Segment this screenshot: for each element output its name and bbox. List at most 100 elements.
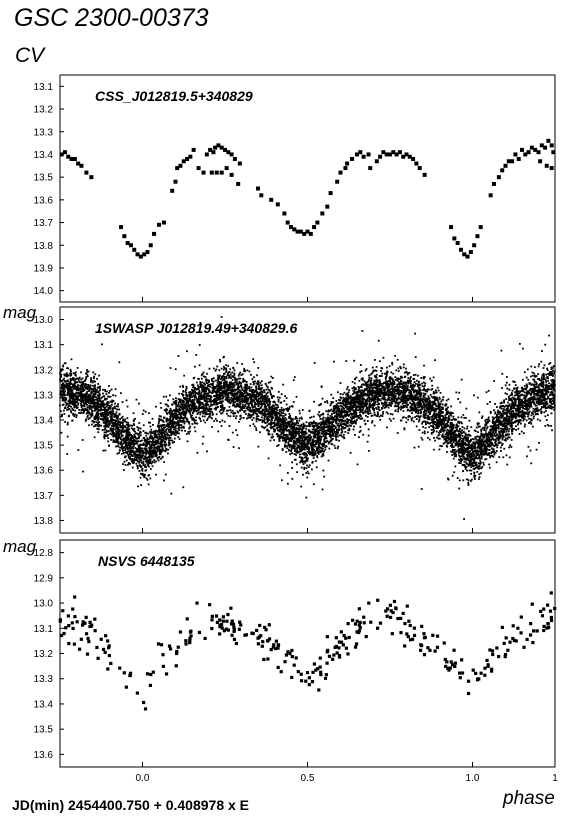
data-point xyxy=(332,397,335,400)
data-point xyxy=(233,376,236,379)
data-point xyxy=(259,193,264,198)
data-point xyxy=(94,384,96,387)
data-point xyxy=(367,449,370,452)
data-point xyxy=(324,435,327,438)
data-point xyxy=(82,394,85,396)
data-point xyxy=(61,390,64,392)
data-point xyxy=(312,442,315,445)
data-point xyxy=(280,419,283,422)
data-point xyxy=(347,429,350,432)
data-point xyxy=(98,393,101,396)
data-point xyxy=(349,416,352,419)
data-point xyxy=(257,383,259,386)
data-point xyxy=(375,373,378,376)
data-point xyxy=(266,424,269,427)
data-point xyxy=(405,395,408,397)
data-point xyxy=(178,438,181,440)
data-point xyxy=(502,418,505,420)
data-point xyxy=(298,432,300,435)
data-point xyxy=(268,406,271,409)
data-point xyxy=(82,412,85,414)
data-point xyxy=(223,389,226,392)
data-point xyxy=(183,410,185,413)
data-point xyxy=(112,430,114,433)
data-point xyxy=(449,442,452,444)
data-point xyxy=(301,409,304,411)
data-point xyxy=(169,416,172,419)
data-point xyxy=(363,383,366,386)
data-point xyxy=(93,375,96,378)
data-point xyxy=(292,227,297,232)
data-point xyxy=(214,418,217,420)
data-point xyxy=(370,385,372,388)
data-point xyxy=(96,427,99,430)
data-point xyxy=(315,220,320,225)
data-point xyxy=(71,391,74,394)
data-point xyxy=(338,170,343,175)
data-point xyxy=(151,465,154,468)
data-point xyxy=(480,430,483,433)
data-point xyxy=(237,397,240,399)
data-point xyxy=(484,458,487,461)
data-point xyxy=(219,360,222,363)
data-point xyxy=(323,427,325,430)
data-point xyxy=(535,409,538,411)
data-point xyxy=(310,448,313,451)
data-point xyxy=(221,379,224,382)
data-point xyxy=(198,391,200,394)
data-point xyxy=(438,437,441,440)
data-point xyxy=(68,402,71,405)
data-point xyxy=(111,409,114,412)
data-point xyxy=(97,413,100,415)
data-point xyxy=(446,451,448,453)
data-point xyxy=(250,395,253,398)
data-point xyxy=(328,191,333,196)
data-point xyxy=(353,410,356,413)
data-point xyxy=(465,462,468,465)
data-point xyxy=(185,433,188,435)
data-point xyxy=(477,425,480,428)
data-point xyxy=(302,231,307,236)
data-point xyxy=(179,405,181,408)
data-point xyxy=(444,429,446,432)
data-point xyxy=(66,423,69,426)
data-point xyxy=(551,406,554,409)
data-point xyxy=(536,392,539,395)
data-point xyxy=(339,393,342,395)
data-point xyxy=(537,373,540,375)
data-point xyxy=(368,387,371,390)
data-point xyxy=(288,424,290,427)
data-point xyxy=(91,423,93,426)
data-point xyxy=(353,382,356,385)
data-point xyxy=(97,383,100,385)
data-point xyxy=(488,452,491,454)
data-point xyxy=(84,393,87,396)
data-point xyxy=(500,416,502,419)
data-point xyxy=(142,458,145,460)
data-point xyxy=(265,407,268,410)
data-point xyxy=(366,385,369,388)
data-point xyxy=(546,424,549,426)
data-point xyxy=(463,449,466,451)
data-point xyxy=(538,379,541,382)
data-point xyxy=(128,439,131,442)
data-point xyxy=(507,415,509,418)
data-point xyxy=(527,408,530,411)
data-point xyxy=(253,411,256,414)
data-point xyxy=(462,455,465,458)
data-point xyxy=(301,458,303,461)
data-point xyxy=(60,383,63,386)
data-point xyxy=(390,402,393,404)
data-point xyxy=(101,429,104,431)
data-point xyxy=(396,379,399,382)
data-point xyxy=(521,389,524,391)
data-point xyxy=(511,389,514,392)
data-point xyxy=(135,448,138,450)
data-point xyxy=(79,399,82,402)
data-point xyxy=(550,368,553,371)
data-point xyxy=(168,412,171,415)
data-point xyxy=(518,410,521,413)
data-point xyxy=(552,393,555,396)
data-point xyxy=(541,406,544,409)
data-point xyxy=(253,399,256,401)
